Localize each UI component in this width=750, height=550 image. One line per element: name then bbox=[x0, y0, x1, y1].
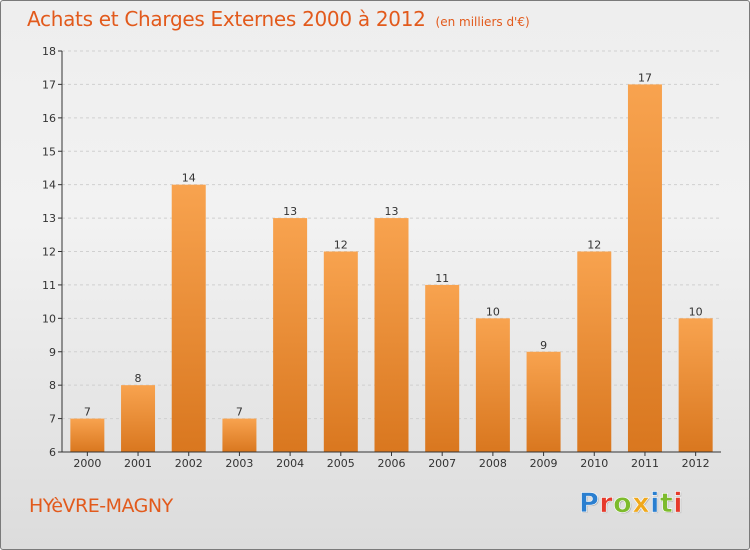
bar-2000[interactable] bbox=[70, 418, 105, 452]
bar-2011[interactable] bbox=[627, 84, 662, 453]
data-label: 14 bbox=[182, 172, 196, 185]
data-label: 7 bbox=[236, 406, 243, 419]
data-label: 12 bbox=[587, 239, 601, 252]
bar-2001[interactable] bbox=[121, 385, 156, 452]
y-tick-label: 15 bbox=[42, 145, 56, 158]
logo-letter: r bbox=[599, 488, 614, 520]
logo-letter: o bbox=[613, 488, 633, 520]
data-label: 8 bbox=[135, 372, 142, 385]
x-tick-label: 2007 bbox=[428, 457, 456, 470]
commune-name: HYèVRE-MAGNY bbox=[29, 495, 173, 517]
y-tick-label: 18 bbox=[42, 45, 56, 58]
bar-2008[interactable] bbox=[475, 318, 510, 452]
y-tick-label: 12 bbox=[42, 246, 56, 259]
y-tick-label: 11 bbox=[42, 279, 56, 292]
x-tick-label: 2001 bbox=[124, 457, 152, 470]
bar-2010[interactable] bbox=[577, 251, 612, 453]
bar-2002[interactable] bbox=[171, 184, 206, 452]
bar-2003[interactable] bbox=[222, 418, 257, 452]
data-label: 17 bbox=[638, 71, 652, 84]
y-tick-label: 7 bbox=[49, 413, 56, 426]
chart-subtitle: (en milliers d'€) bbox=[435, 15, 530, 29]
bar-2009[interactable] bbox=[526, 351, 561, 452]
bar-layer: 7 8 14 7 13 12 13 11 10 9 12 17 10 bbox=[70, 71, 713, 453]
data-label: 13 bbox=[283, 205, 297, 218]
x-tick-label: 2004 bbox=[276, 457, 304, 470]
data-label: 7 bbox=[84, 406, 91, 419]
bar-2004[interactable] bbox=[273, 218, 308, 452]
chart-title-text: Achats et Charges Externes 2000 à 2012 bbox=[27, 7, 426, 31]
y-tick-label: 9 bbox=[49, 346, 56, 359]
data-label: 12 bbox=[334, 239, 348, 252]
y-tick-label: 16 bbox=[42, 112, 56, 125]
x-tick-label: 2011 bbox=[631, 457, 659, 470]
data-label: 11 bbox=[435, 272, 449, 285]
bar-2007[interactable] bbox=[425, 284, 460, 452]
x-tick-label: 2000 bbox=[73, 457, 101, 470]
y-tick-label: 13 bbox=[42, 212, 56, 225]
data-label: 13 bbox=[385, 205, 399, 218]
bar-2012[interactable] bbox=[678, 318, 713, 452]
x-tick-label: 2008 bbox=[479, 457, 507, 470]
data-label: 9 bbox=[540, 339, 547, 352]
x-tick-label: 2012 bbox=[682, 457, 710, 470]
y-tick-label: 17 bbox=[42, 78, 56, 91]
data-label: 10 bbox=[486, 305, 500, 318]
x-tick-label: 2010 bbox=[580, 457, 608, 470]
x-tick-label: 2009 bbox=[530, 457, 558, 470]
logo-letter: t bbox=[659, 488, 674, 520]
proxiti-logo[interactable]: Proxiti bbox=[579, 488, 684, 520]
y-tick-label: 10 bbox=[42, 312, 56, 325]
y-tick-label: 8 bbox=[49, 379, 56, 392]
x-tick-label: 2006 bbox=[378, 457, 406, 470]
logo-letter: i bbox=[673, 488, 684, 520]
axis-layer: 6 7 8 9 10 11 12 13 14 15 16 17 18 2000 2001 2002 2003 20… bbox=[42, 45, 721, 470]
logo-letter: P bbox=[579, 488, 600, 520]
bar-2006[interactable] bbox=[374, 218, 409, 452]
logo-letter: i bbox=[650, 488, 660, 520]
x-tick-label: 2002 bbox=[175, 457, 203, 470]
y-tick-label: 6 bbox=[49, 446, 56, 459]
data-label: 10 bbox=[689, 305, 703, 318]
y-tick-label: 14 bbox=[42, 179, 56, 192]
chart-title: Achats et Charges Externes 2000 à 2012 (e… bbox=[27, 7, 530, 31]
x-tick-label: 2005 bbox=[327, 457, 355, 470]
x-tick-label: 2003 bbox=[225, 457, 253, 470]
bar-2005[interactable] bbox=[323, 251, 358, 453]
logo-letter: x bbox=[632, 488, 651, 520]
